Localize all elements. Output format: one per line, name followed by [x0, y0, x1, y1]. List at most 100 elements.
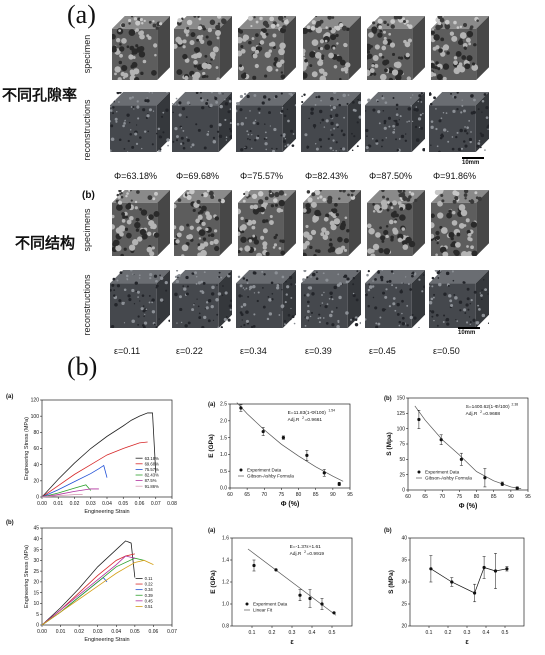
x-tick-label: 0.04	[102, 501, 112, 507]
x-tick-label: 0.08	[167, 501, 177, 507]
data-point	[239, 406, 243, 410]
series-line	[41, 488, 99, 498]
x-tick-label: 65	[422, 494, 428, 500]
data-point	[261, 429, 265, 434]
y-tick-label: 5	[36, 612, 39, 618]
annotation-adjr: Adj.R	[288, 417, 300, 423]
y-tick-label: 50	[399, 457, 405, 463]
annotation-r2-value: =0.9688	[483, 411, 501, 417]
legend-label: 0.51	[145, 604, 154, 609]
series-line	[41, 540, 136, 626]
series-line	[41, 555, 135, 626]
caption-label: ε=0.22	[176, 346, 203, 356]
legend-label: 91.86%	[145, 484, 159, 489]
annotation-equation: E=-1.37ε+1.61	[290, 544, 322, 550]
y-tick-label: 25	[401, 602, 407, 608]
reconstruction-cube-image	[172, 270, 232, 328]
specimen-cube-image	[431, 190, 489, 256]
data-point	[308, 596, 312, 601]
chart-tag: (a)	[208, 528, 215, 534]
x-tick-label: 0.5	[502, 630, 509, 636]
y-tick-label: 20	[33, 580, 39, 586]
y-tick-label: 40	[33, 462, 39, 468]
y-tick-label: 150	[397, 396, 406, 402]
data-point	[483, 476, 487, 480]
series-line	[41, 441, 148, 498]
caption-label: Φ=75.57%	[240, 171, 283, 181]
legend-label: Experiment Data	[425, 470, 460, 475]
data-point	[459, 457, 463, 461]
specimen-cube-image	[431, 16, 489, 80]
data-point	[429, 567, 433, 571]
series-line	[41, 559, 154, 626]
y-tick-label: 100	[397, 426, 406, 432]
specimen-cube-image	[303, 16, 361, 80]
y-tick-label: 2.0	[220, 419, 227, 425]
x-tick-label: 0.2	[445, 630, 452, 636]
caption-label: ε=0.50	[433, 346, 460, 356]
fit-line	[236, 402, 344, 482]
x-axis-label: Φ (%)	[459, 503, 478, 510]
data-point	[337, 482, 341, 486]
legend-marker	[239, 468, 243, 472]
specimen-cube-image	[112, 16, 170, 80]
x-tick-label: 60	[227, 492, 233, 498]
annotation-r2-value: =0.9661	[305, 417, 323, 423]
x-tick-label: 0.07	[167, 629, 177, 635]
panel-b-tag: (b)	[82, 190, 95, 201]
reconstruction-cube-image	[110, 270, 170, 328]
y-tick-label: 10	[33, 601, 39, 607]
y-tick-label: 125	[397, 411, 406, 417]
x-tick-label: 0.06	[135, 501, 145, 507]
x-tick-label: 0.3	[464, 630, 471, 636]
section-label-a: (a)	[67, 0, 96, 29]
x-tick-label: 0.02	[70, 501, 80, 507]
data-point	[320, 602, 324, 606]
legend-label: 82.43%	[145, 473, 159, 478]
reconstruction-cube-image	[236, 92, 296, 152]
x-tick-label: 85	[491, 494, 497, 500]
y-tick-label: 120	[31, 398, 40, 404]
legend-label: Gibson-Ashby Formula	[247, 474, 294, 479]
chart-c6: (b) 0.1 0.2 0.3 0.4 0.5 20 25 30 35 40 ε S (MPa)	[384, 528, 525, 646]
x-tick-label: 85	[313, 492, 319, 498]
x-tick-label: 70	[440, 494, 446, 500]
specimen-cube-image	[174, 16, 232, 80]
x-tick-label: 0.07	[151, 501, 161, 507]
reconstruction-cube-image	[236, 270, 296, 328]
annotation-equation: E=11.83(1-Φ/100)	[288, 410, 327, 416]
legend-label: 0.39	[145, 593, 154, 598]
y-tick-label: 1.6	[222, 536, 229, 542]
specimen-cube-image	[238, 190, 296, 256]
reconstruction-cube-image	[301, 92, 361, 152]
series-line	[41, 494, 83, 498]
y-tick-label: 30	[33, 558, 39, 564]
x-tick-label: 0.01	[56, 629, 66, 635]
caption-label: ε=0.39	[305, 346, 332, 356]
series-line	[41, 484, 92, 498]
x-tick-label: 80	[296, 492, 302, 498]
y-axis-label: E (GPa)	[210, 570, 217, 593]
x-tick-label: 0.05	[130, 629, 140, 635]
x-tick-label: 65	[244, 492, 250, 498]
legend-label: Experiment Data	[247, 468, 282, 473]
x-tick-label: 0.1	[249, 630, 256, 636]
y-tick-label: 100	[31, 414, 40, 420]
y-tick-label: 1.0	[222, 602, 229, 608]
y-tick-label: 45	[33, 526, 39, 532]
chart-tag: (a)	[6, 394, 13, 400]
legend-marker	[417, 470, 421, 474]
reconstruction-cube-image	[110, 92, 170, 152]
data-point	[515, 486, 519, 490]
x-axis-label: ε	[290, 639, 294, 646]
y-tick-label: 0.5	[220, 469, 227, 475]
y-tick-label: 30	[401, 580, 407, 586]
reconstruction-cube-image	[172, 92, 232, 152]
x-tick-label: 0.4	[483, 630, 490, 636]
y-axis-label: S (MPa)	[388, 570, 395, 594]
x-tick-label: 60	[405, 494, 411, 500]
y-tick-label: 1.4	[222, 558, 229, 564]
y-tick-label: 75	[399, 442, 405, 448]
x-tick-label: 0.00	[37, 629, 47, 635]
